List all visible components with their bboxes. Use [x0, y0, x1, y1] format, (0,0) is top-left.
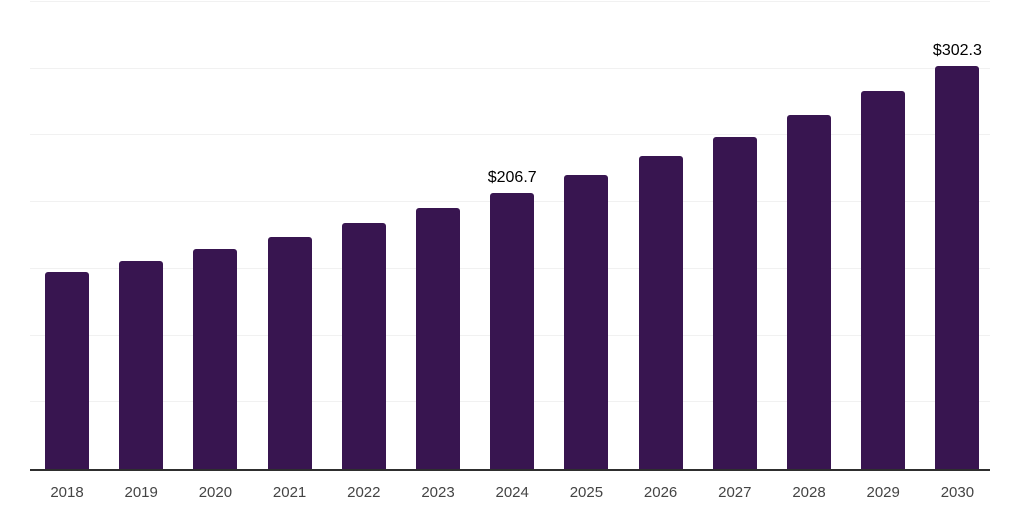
x-axis-line [30, 469, 990, 471]
bar-2026 [638, 156, 683, 469]
value-label-2030: $302.3 [932, 41, 982, 59]
x-tick-2025: 2025 [569, 484, 604, 501]
bar-2030: $302.3 [933, 42, 982, 469]
bar-2027 [712, 136, 757, 469]
bar-2028 [787, 114, 831, 469]
gridline [30, 134, 990, 136]
bar-2023 [416, 208, 460, 469]
x-tick-2019: 2019 [124, 484, 158, 501]
x-tick-2021: 2021 [272, 484, 307, 501]
x-tick-2029: 2029 [866, 484, 900, 501]
x-tick-2026: 2026 [643, 484, 678, 501]
x-tick-2027: 2027 [718, 484, 752, 501]
bar-2021 [267, 236, 312, 469]
x-axis-labels: 2018 2019 2020 2021 2022 2023 2024 2025 2026 2027… [30, 484, 990, 504]
bar-2025 [564, 175, 609, 469]
gridline [30, 67, 990, 69]
x-tick-2023: 2023 [421, 484, 455, 501]
value-label-2024: $206.7 [487, 169, 537, 187]
x-tick-2018: 2018 [50, 484, 84, 501]
bar-2020 [193, 248, 238, 469]
x-tick-2020: 2020 [198, 484, 233, 501]
x-tick-2024: 2024 [495, 484, 529, 501]
bar-2022 [341, 222, 386, 469]
bar-2019 [119, 261, 164, 469]
x-tick-2028: 2028 [792, 484, 826, 501]
x-tick-2030: 2030 [940, 484, 975, 501]
x-tick-2022: 2022 [347, 484, 381, 501]
gridline [30, 1, 990, 2]
plot-area: $206.7 $302.3 [30, 0, 990, 471]
bar-2018 [45, 271, 89, 469]
bar-2024: $206.7 [488, 169, 537, 469]
bar-2029 [861, 90, 906, 469]
